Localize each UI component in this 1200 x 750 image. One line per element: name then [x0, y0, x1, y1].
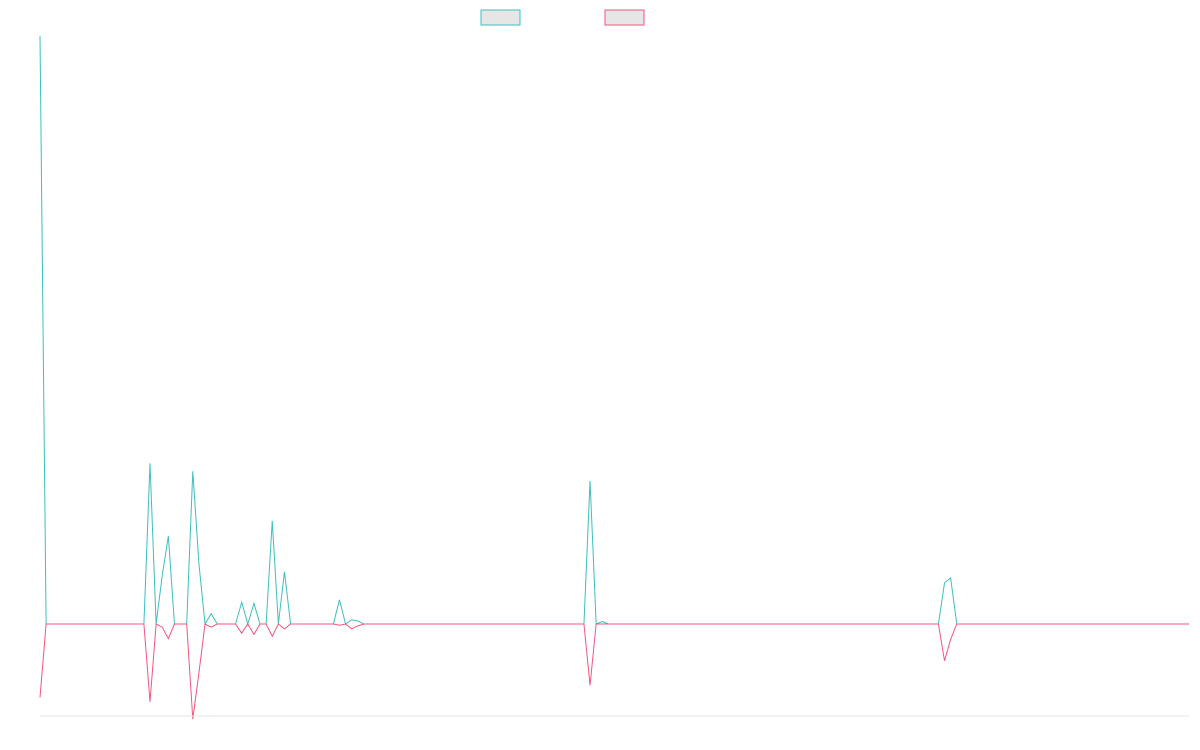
- legend-swatch-1[interactable]: [604, 9, 645, 26]
- series-line-0: [39, 35, 1189, 626]
- legend: [480, 9, 645, 26]
- plot-area: [39, 35, 1189, 720]
- legend-swatch-0[interactable]: [480, 9, 521, 26]
- series-line-1: [39, 623, 1189, 720]
